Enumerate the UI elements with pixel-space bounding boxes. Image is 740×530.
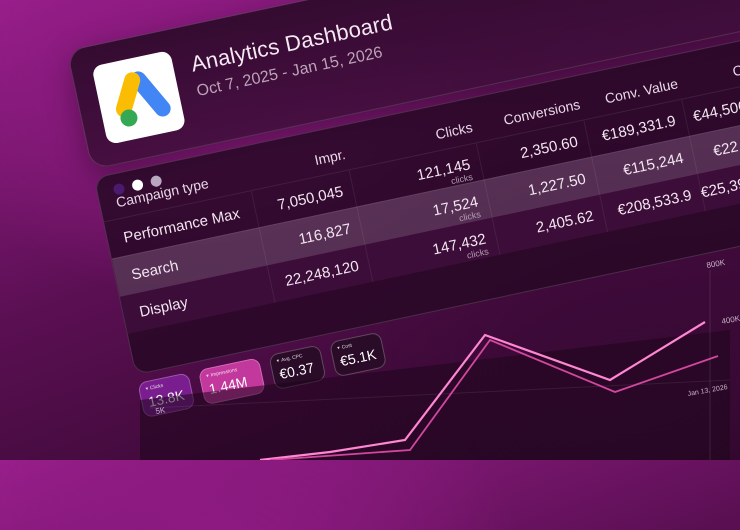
dashboard-stage: Analytics Dashboard Oct 7, 2025 - Jan 15… — [52, 0, 740, 530]
kpi-impressions[interactable]: ▾ Impressions 1.44M — [197, 357, 267, 406]
kpi-clicks[interactable]: ▾ Clicks 13.8K — [137, 372, 196, 419]
chevron-down-icon: ▾ — [205, 373, 210, 380]
header-card: Analytics Dashboard Oct 7, 2025 - Jan 15… — [66, 0, 740, 170]
chevron-down-icon: ▾ — [336, 345, 341, 352]
google-ads-icon — [115, 71, 171, 127]
google-ads-logo — [91, 50, 187, 145]
kpi-label: Cost — [341, 342, 353, 351]
kpi-cost[interactable]: ▾ Cost €5.1K — [328, 331, 388, 378]
chevron-down-icon: ▾ — [276, 358, 280, 365]
chevron-down-icon: ▾ — [145, 385, 149, 393]
kpi-avg-cpc[interactable]: ▾ Avg. CPC €0.37 — [268, 344, 327, 391]
